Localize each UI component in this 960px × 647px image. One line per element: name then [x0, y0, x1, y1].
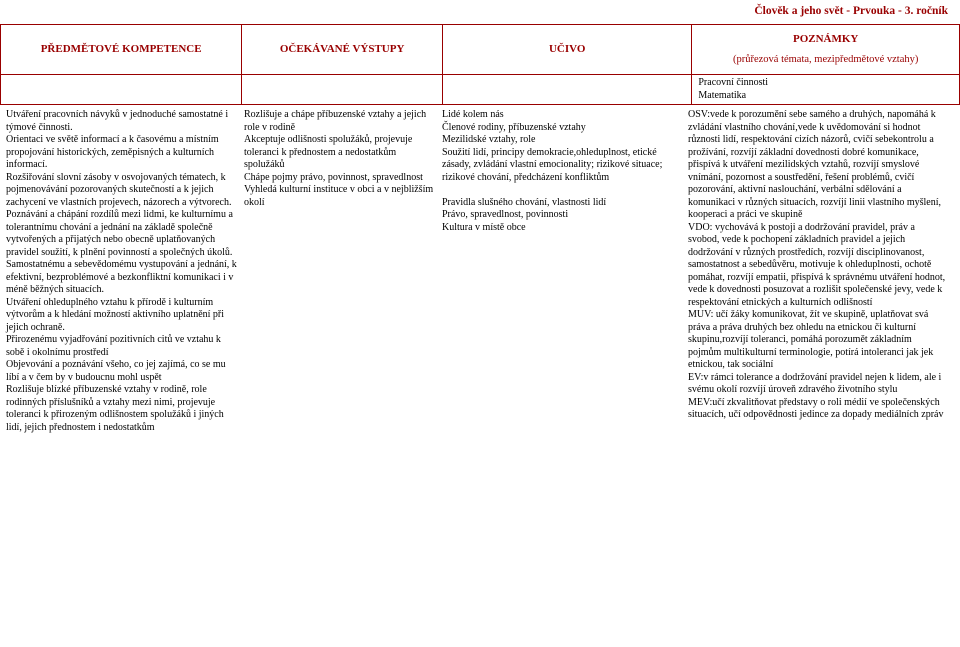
th-content: UČIVO	[442, 25, 691, 75]
col-outcomes: Rozlišuje a chápe příbuzenské vztahy a j…	[244, 109, 436, 434]
col-notes: OSV:vede k porozumění sebe samého a druh…	[688, 109, 946, 434]
spacer-c1	[1, 75, 242, 105]
col-content: Lidé kolem nás Členové rodiny, příbuzens…	[442, 109, 682, 434]
col-competence: Utváření pracovních návyků v jednoduché …	[6, 109, 238, 434]
th-notes: POZNÁMKY (průřezová témata, mezipředměto…	[692, 25, 960, 75]
curriculum-header-table: PŘEDMĚTOVÉ KOMPETENCE OČEKÁVANÉ VÝSTUPY …	[0, 24, 960, 105]
th-competence: PŘEDMĚTOVÉ KOMPETENCE	[1, 25, 242, 75]
th-outcomes: OČEKÁVANÉ VÝSTUPY	[242, 25, 443, 75]
content-row: Utváření pracovních návyků v jednoduché …	[0, 105, 960, 434]
spacer-c2	[242, 75, 443, 105]
th-notes-main: POZNÁMKY	[793, 33, 858, 45]
th-notes-sub: (průřezová témata, mezipředmětové vztahy…	[696, 53, 955, 66]
spacer-c3	[442, 75, 691, 105]
page-title: Člověk a jeho svět - Prvouka - 3. ročník	[0, 0, 960, 24]
spacer-c4: Pracovní činnosti Matematika	[692, 75, 960, 105]
